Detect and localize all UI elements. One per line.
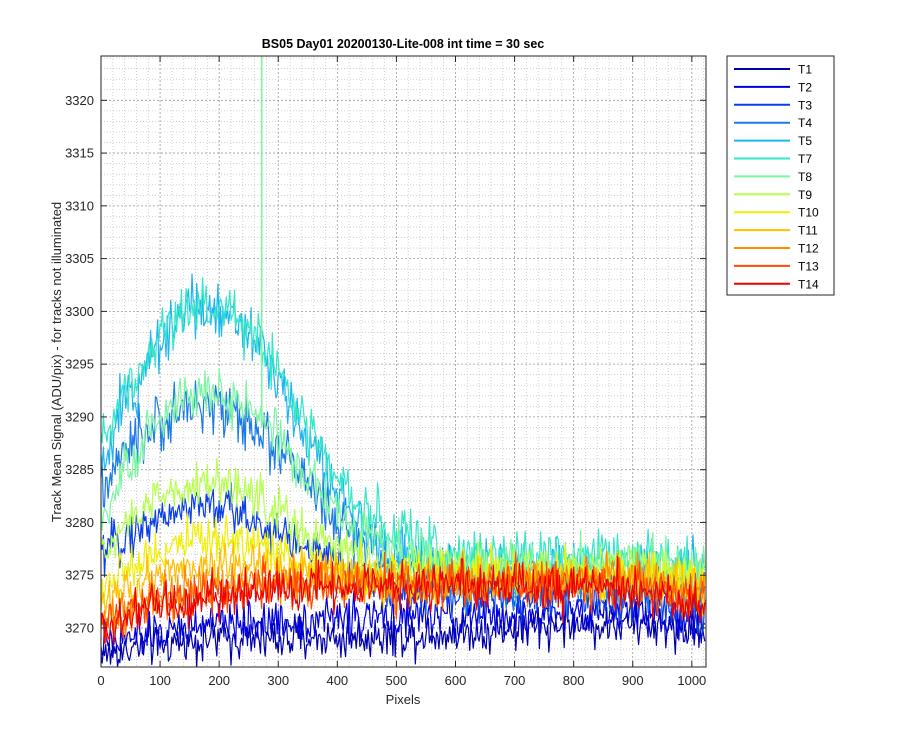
- x-tick-label: 100: [149, 673, 171, 688]
- x-tick-label: 300: [267, 673, 289, 688]
- series-line-t7: [101, 277, 706, 588]
- y-tick-label: 3300: [65, 304, 94, 319]
- x-tick-label: 800: [563, 673, 585, 688]
- y-tick-label: 3270: [65, 620, 94, 635]
- legend-label-t2: T2: [798, 80, 812, 94]
- y-tick-label: 3315: [65, 146, 94, 161]
- legend-label-t14: T14: [798, 277, 819, 291]
- legend-label-t9: T9: [798, 188, 812, 202]
- series-line-t14: [101, 555, 706, 646]
- x-tick-label: 700: [504, 673, 526, 688]
- x-tick-label: 200: [208, 673, 230, 688]
- y-tick-label: 3295: [65, 357, 94, 372]
- y-tick-label: 3290: [65, 409, 94, 424]
- x-tick-label: 600: [445, 673, 467, 688]
- y-tick-label: 3285: [65, 462, 94, 477]
- x-tick-label: 0: [97, 673, 104, 688]
- y-tick-label: 3320: [65, 93, 94, 108]
- legend-label-t7: T7: [798, 152, 812, 166]
- legend: T1 T2 T3 T4 T5 T7 T8 T9 T10 T11 T12 T13 T14: [726, 55, 835, 296]
- x-tick-label: 900: [622, 673, 644, 688]
- y-tick-label: 3275: [65, 568, 94, 583]
- legend-label-t10: T10: [798, 206, 819, 220]
- y-tick-label: 3310: [65, 198, 94, 213]
- legend-label-t3: T3: [798, 98, 812, 112]
- y-axis-label: Track Mean Signal (ADU/pix) - for tracks…: [49, 202, 64, 522]
- plot-frame: [100, 55, 707, 668]
- x-tick-label: 400: [326, 673, 348, 688]
- y-axis: 3270 3275 3280 3285 3290 3295 3300 3305 3310 3315…: [65, 93, 706, 635]
- x-tick-label: 1000: [677, 673, 706, 688]
- x-tick-label: 500: [386, 673, 408, 688]
- legend-label-t13: T13: [798, 259, 819, 273]
- legend-label-t12: T12: [798, 242, 819, 256]
- legend-label-t8: T8: [798, 170, 812, 184]
- legend-label-t5: T5: [798, 134, 812, 148]
- x-axis-label: Pixels: [386, 692, 421, 707]
- series-line-t2: [101, 586, 706, 656]
- minor-grid: [101, 56, 706, 667]
- legend-label-t4: T4: [798, 116, 812, 130]
- series-line-t1: [101, 601, 706, 667]
- y-tick-label: 3305: [65, 251, 94, 266]
- chart-title: BS05 Day01 20200130-Lite-008 int time = …: [262, 37, 545, 51]
- legend-label-t11: T11: [798, 224, 818, 238]
- series-layer: [101, 56, 706, 667]
- legend-label-t1: T1: [798, 63, 812, 77]
- x-axis: 0 100 200 300 400 500 600 700 800 900 1000: [97, 56, 706, 688]
- y-tick-label: 3280: [65, 515, 94, 530]
